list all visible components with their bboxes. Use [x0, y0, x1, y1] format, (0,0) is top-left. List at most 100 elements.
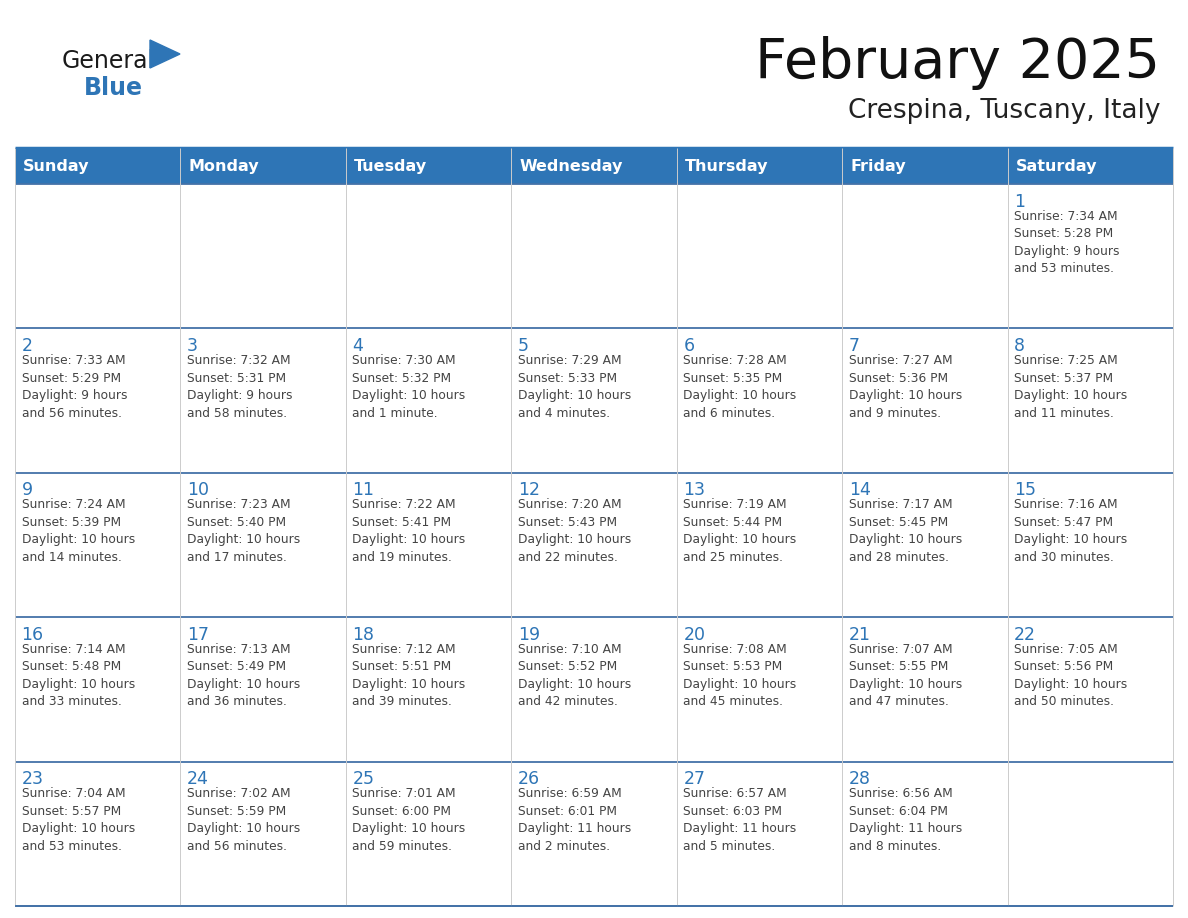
Text: Sunrise: 7:32 AM
Sunset: 5:31 PM
Daylight: 9 hours
and 58 minutes.: Sunrise: 7:32 AM Sunset: 5:31 PM Dayligh… — [187, 354, 292, 420]
Text: Sunrise: 7:22 AM
Sunset: 5:41 PM
Daylight: 10 hours
and 19 minutes.: Sunrise: 7:22 AM Sunset: 5:41 PM Dayligh… — [353, 498, 466, 564]
Bar — [181, 184, 346, 329]
Text: 17: 17 — [187, 626, 209, 644]
Text: Sunrise: 7:29 AM
Sunset: 5:33 PM
Daylight: 10 hours
and 4 minutes.: Sunrise: 7:29 AM Sunset: 5:33 PM Dayligh… — [518, 354, 631, 420]
Bar — [842, 762, 1007, 906]
Text: Thursday: Thursday — [685, 159, 769, 174]
Bar — [1007, 617, 1173, 762]
Bar — [181, 617, 346, 762]
Text: Sunrise: 7:10 AM
Sunset: 5:52 PM
Daylight: 10 hours
and 42 minutes.: Sunrise: 7:10 AM Sunset: 5:52 PM Dayligh… — [518, 643, 631, 709]
Bar — [842, 329, 1007, 473]
Text: Sunrise: 7:25 AM
Sunset: 5:37 PM
Daylight: 10 hours
and 11 minutes.: Sunrise: 7:25 AM Sunset: 5:37 PM Dayligh… — [1015, 354, 1127, 420]
Text: Sunrise: 7:33 AM
Sunset: 5:29 PM
Daylight: 9 hours
and 56 minutes.: Sunrise: 7:33 AM Sunset: 5:29 PM Dayligh… — [21, 354, 127, 420]
Text: Wednesday: Wednesday — [519, 159, 623, 174]
Text: Sunrise: 7:13 AM
Sunset: 5:49 PM
Daylight: 10 hours
and 36 minutes.: Sunrise: 7:13 AM Sunset: 5:49 PM Dayligh… — [187, 643, 301, 709]
Text: Sunrise: 7:17 AM
Sunset: 5:45 PM
Daylight: 10 hours
and 28 minutes.: Sunrise: 7:17 AM Sunset: 5:45 PM Dayligh… — [848, 498, 962, 564]
Text: 15: 15 — [1015, 481, 1036, 499]
Text: 7: 7 — [848, 337, 860, 355]
Text: Sunrise: 7:07 AM
Sunset: 5:55 PM
Daylight: 10 hours
and 47 minutes.: Sunrise: 7:07 AM Sunset: 5:55 PM Dayligh… — [848, 643, 962, 709]
Text: General: General — [62, 49, 156, 73]
Text: Sunrise: 7:05 AM
Sunset: 5:56 PM
Daylight: 10 hours
and 50 minutes.: Sunrise: 7:05 AM Sunset: 5:56 PM Dayligh… — [1015, 643, 1127, 709]
Text: Sunrise: 7:04 AM
Sunset: 5:57 PM
Daylight: 10 hours
and 53 minutes.: Sunrise: 7:04 AM Sunset: 5:57 PM Dayligh… — [21, 788, 135, 853]
Bar — [15, 184, 181, 329]
Text: Crespina, Tuscany, Italy: Crespina, Tuscany, Italy — [847, 98, 1159, 124]
Text: 1: 1 — [1015, 193, 1025, 210]
Text: Sunrise: 7:28 AM
Sunset: 5:35 PM
Daylight: 10 hours
and 6 minutes.: Sunrise: 7:28 AM Sunset: 5:35 PM Dayligh… — [683, 354, 797, 420]
Text: Sunday: Sunday — [24, 159, 90, 174]
Bar — [677, 184, 842, 329]
Text: 28: 28 — [848, 770, 871, 789]
Text: Sunrise: 7:34 AM
Sunset: 5:28 PM
Daylight: 9 hours
and 53 minutes.: Sunrise: 7:34 AM Sunset: 5:28 PM Dayligh… — [1015, 209, 1119, 275]
Text: 5: 5 — [518, 337, 529, 355]
Text: Sunrise: 7:27 AM
Sunset: 5:36 PM
Daylight: 10 hours
and 9 minutes.: Sunrise: 7:27 AM Sunset: 5:36 PM Dayligh… — [848, 354, 962, 420]
Text: Friday: Friday — [851, 159, 906, 174]
Text: Sunrise: 7:20 AM
Sunset: 5:43 PM
Daylight: 10 hours
and 22 minutes.: Sunrise: 7:20 AM Sunset: 5:43 PM Dayligh… — [518, 498, 631, 564]
Bar — [181, 329, 346, 473]
Bar — [511, 762, 677, 906]
Text: Sunrise: 7:23 AM
Sunset: 5:40 PM
Daylight: 10 hours
and 17 minutes.: Sunrise: 7:23 AM Sunset: 5:40 PM Dayligh… — [187, 498, 301, 564]
Text: Sunrise: 7:19 AM
Sunset: 5:44 PM
Daylight: 10 hours
and 25 minutes.: Sunrise: 7:19 AM Sunset: 5:44 PM Dayligh… — [683, 498, 797, 564]
Bar — [1007, 184, 1173, 329]
Bar — [677, 762, 842, 906]
Text: 8: 8 — [1015, 337, 1025, 355]
Text: February 2025: February 2025 — [756, 36, 1159, 90]
Text: Sunrise: 7:08 AM
Sunset: 5:53 PM
Daylight: 10 hours
and 45 minutes.: Sunrise: 7:08 AM Sunset: 5:53 PM Dayligh… — [683, 643, 797, 709]
Bar — [511, 329, 677, 473]
Text: 22: 22 — [1015, 626, 1036, 644]
Text: Sunrise: 7:02 AM
Sunset: 5:59 PM
Daylight: 10 hours
and 56 minutes.: Sunrise: 7:02 AM Sunset: 5:59 PM Dayligh… — [187, 788, 301, 853]
Text: Sunrise: 7:16 AM
Sunset: 5:47 PM
Daylight: 10 hours
and 30 minutes.: Sunrise: 7:16 AM Sunset: 5:47 PM Dayligh… — [1015, 498, 1127, 564]
Text: 16: 16 — [21, 626, 44, 644]
Text: Sunrise: 6:56 AM
Sunset: 6:04 PM
Daylight: 11 hours
and 8 minutes.: Sunrise: 6:56 AM Sunset: 6:04 PM Dayligh… — [848, 788, 962, 853]
Bar — [15, 762, 181, 906]
Bar — [842, 148, 1007, 184]
Text: 2: 2 — [21, 337, 32, 355]
Text: 26: 26 — [518, 770, 541, 789]
Text: 23: 23 — [21, 770, 44, 789]
Bar — [15, 617, 181, 762]
Polygon shape — [150, 40, 181, 68]
Bar — [181, 148, 346, 184]
Bar — [1007, 473, 1173, 617]
Text: 13: 13 — [683, 481, 706, 499]
Bar — [511, 473, 677, 617]
Text: Saturday: Saturday — [1016, 159, 1098, 174]
Bar — [181, 762, 346, 906]
Bar — [1007, 148, 1173, 184]
Text: 14: 14 — [848, 481, 871, 499]
Bar — [15, 473, 181, 617]
Bar — [842, 184, 1007, 329]
Bar — [346, 148, 511, 184]
Text: Sunrise: 7:01 AM
Sunset: 6:00 PM
Daylight: 10 hours
and 59 minutes.: Sunrise: 7:01 AM Sunset: 6:00 PM Dayligh… — [353, 788, 466, 853]
Text: Sunrise: 7:12 AM
Sunset: 5:51 PM
Daylight: 10 hours
and 39 minutes.: Sunrise: 7:12 AM Sunset: 5:51 PM Dayligh… — [353, 643, 466, 709]
Bar — [346, 617, 511, 762]
Text: 6: 6 — [683, 337, 695, 355]
Text: 11: 11 — [353, 481, 374, 499]
Bar — [346, 762, 511, 906]
Bar — [511, 184, 677, 329]
Text: Sunrise: 7:14 AM
Sunset: 5:48 PM
Daylight: 10 hours
and 33 minutes.: Sunrise: 7:14 AM Sunset: 5:48 PM Dayligh… — [21, 643, 135, 709]
Text: Monday: Monday — [189, 159, 259, 174]
Bar — [1007, 329, 1173, 473]
Bar — [346, 473, 511, 617]
Bar — [511, 148, 677, 184]
Text: 25: 25 — [353, 770, 374, 789]
Text: Sunrise: 7:24 AM
Sunset: 5:39 PM
Daylight: 10 hours
and 14 minutes.: Sunrise: 7:24 AM Sunset: 5:39 PM Dayligh… — [21, 498, 135, 564]
Text: 9: 9 — [21, 481, 33, 499]
Text: 19: 19 — [518, 626, 541, 644]
Bar — [677, 617, 842, 762]
Text: 12: 12 — [518, 481, 539, 499]
Text: 4: 4 — [353, 337, 364, 355]
Text: 21: 21 — [848, 626, 871, 644]
Bar — [181, 473, 346, 617]
Text: Blue: Blue — [84, 76, 143, 100]
Bar — [842, 473, 1007, 617]
Bar — [15, 329, 181, 473]
Bar — [346, 329, 511, 473]
Text: 24: 24 — [187, 770, 209, 789]
Bar — [346, 184, 511, 329]
Text: 27: 27 — [683, 770, 706, 789]
Bar — [677, 473, 842, 617]
Text: 10: 10 — [187, 481, 209, 499]
Bar — [1007, 762, 1173, 906]
Bar — [677, 148, 842, 184]
Text: Tuesday: Tuesday — [354, 159, 428, 174]
